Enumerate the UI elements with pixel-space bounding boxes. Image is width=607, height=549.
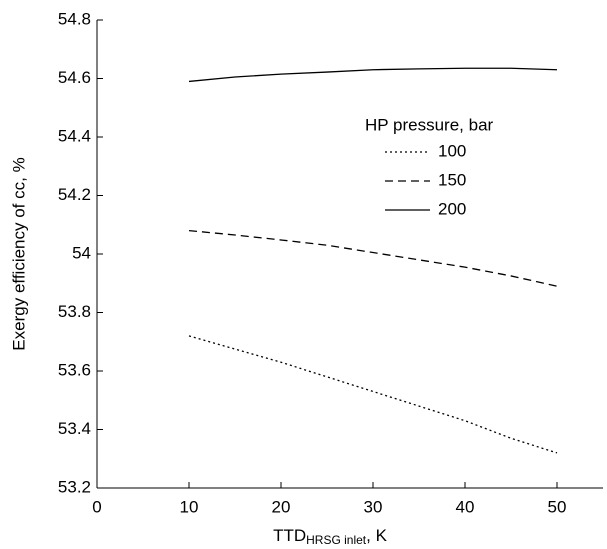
x-axis-label-sub: HRSG inlet	[306, 533, 367, 547]
x-axis-label-main: TTD	[273, 526, 306, 545]
legend-title: HP pressure, bar	[365, 115, 494, 134]
x-tick-label: 0	[92, 497, 101, 516]
x-tick-label: 40	[456, 497, 475, 516]
x-tick-label: 20	[272, 497, 291, 516]
x-axis-label: TTDHRSG inlet, K	[273, 526, 388, 547]
line-series	[188, 229, 558, 287]
x-tick-label: 10	[180, 497, 199, 516]
y-tick-label: 53.2	[58, 477, 91, 496]
x-tick-label: 30	[364, 497, 383, 516]
y-tick-label: 54.2	[58, 185, 91, 204]
y-tick-label: 54.6	[58, 68, 91, 87]
x-tick-label: 50	[548, 497, 567, 516]
line-series	[188, 67, 558, 83]
y-tick-label: 53.6	[58, 360, 91, 379]
y-tick-label: 53.4	[58, 419, 91, 438]
y-tick-label: 54.8	[58, 9, 91, 28]
legend-label: 150	[438, 170, 466, 189]
legend-label: 200	[438, 199, 466, 218]
line-series	[188, 335, 558, 454]
y-tick-label: 54	[72, 243, 91, 262]
y-tick-label: 53.8	[58, 302, 91, 321]
legend-label: 100	[438, 141, 466, 160]
y-axis-label: Exergy efficiency of cc, %	[9, 157, 28, 350]
y-tick-label: 54.4	[58, 126, 91, 145]
x-axis-label-suffix: , K	[366, 526, 387, 545]
